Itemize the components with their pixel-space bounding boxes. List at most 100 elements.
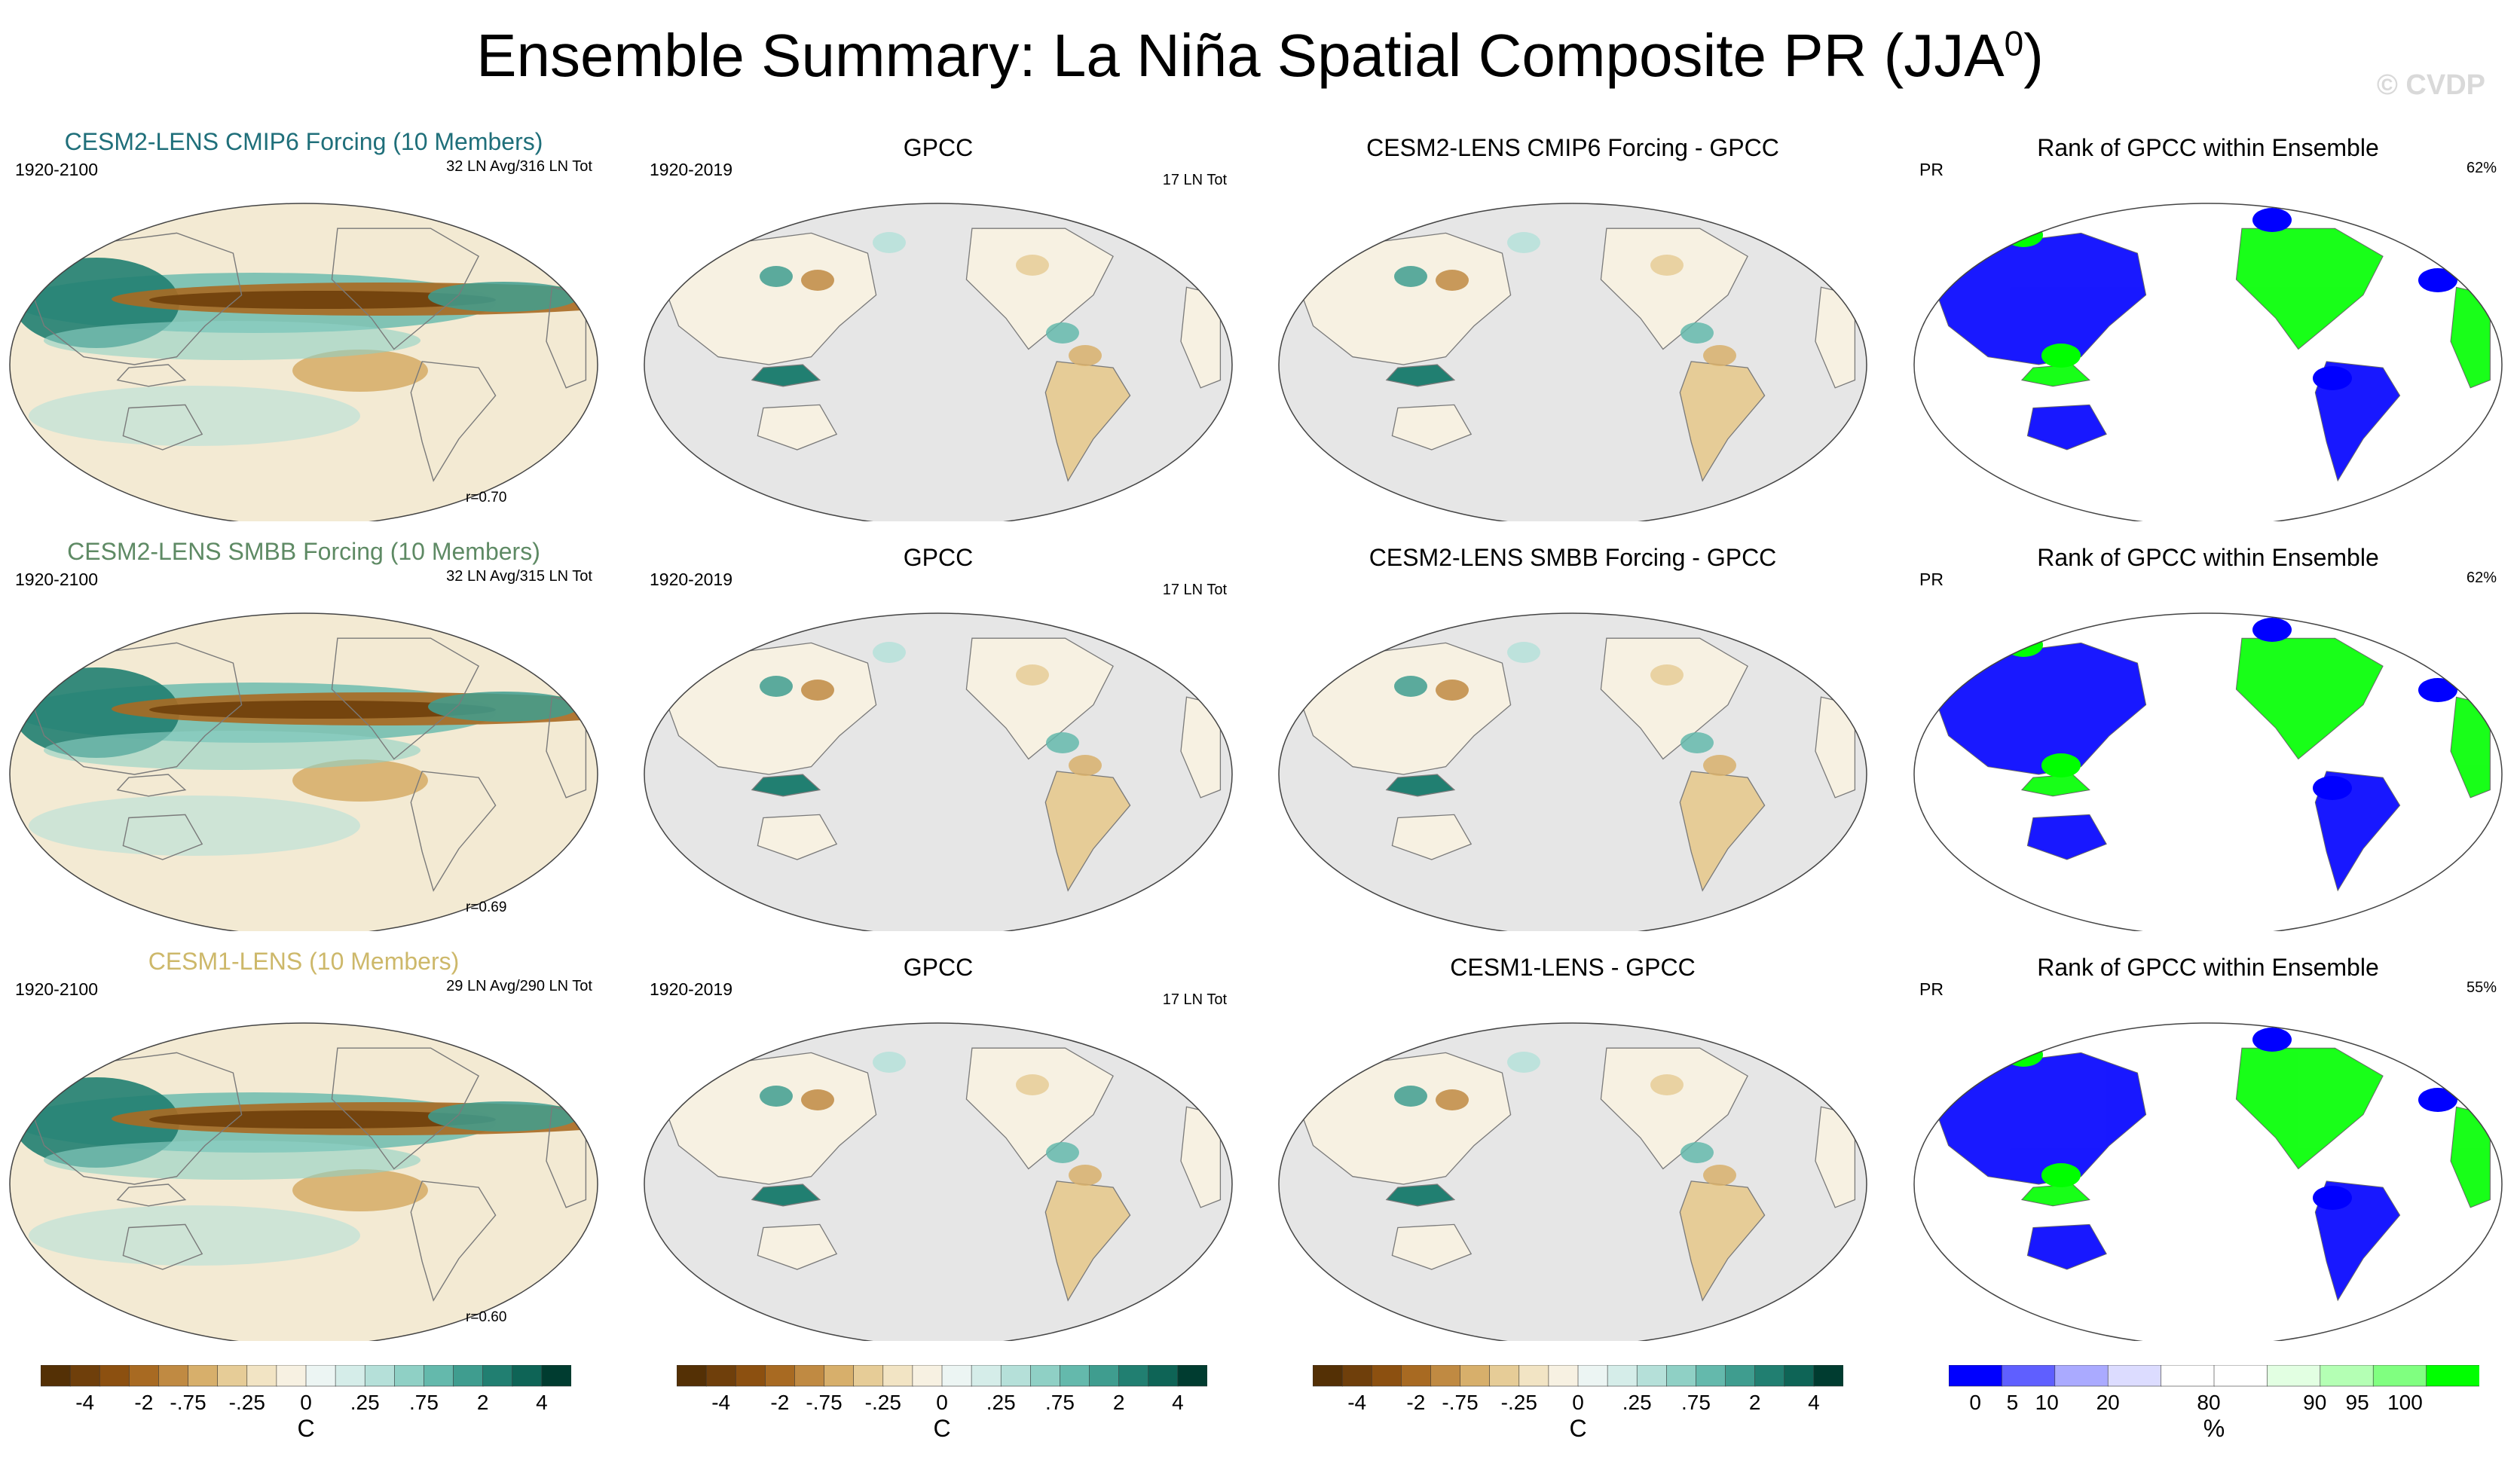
pattern-correlation: r=0.69 [466,899,507,915]
pr-anomaly-blob [1394,1086,1427,1107]
diff-panel-row-1: CESM2-LENS CMIP6 Forcing - GPCC [1275,130,1870,521]
pr-anomaly-blob [1703,345,1736,366]
pr-anomaly-band [428,692,579,722]
figure-title-close: ) [2023,22,2044,89]
pr-anomaly-blob [1394,676,1427,697]
panel-percent: 62% [2466,160,2497,176]
map-outline [644,1022,1233,1341]
colorbar-tick-label: -2 [770,1391,790,1414]
colorbar-swatch [1577,1364,1609,1387]
map-outline [9,612,598,931]
colorbar-pr-1: -4 -2 -.75 -.25 0 .25 .75 2 4 C [40,1364,572,1448]
colorbar-tick-label: 80 [2197,1391,2221,1414]
coastline [26,1052,243,1185]
rank-field [1931,232,2147,365]
rank-patch [2041,1163,2081,1187]
map-outline [644,612,1233,931]
colorbar-swatch [1754,1364,1785,1387]
map-outline [1913,203,2503,521]
rank-panel-row-3: Rank of GPCC within Ensemble PR 55% [1910,949,2506,1341]
pr-anomaly-blob [1436,1089,1469,1110]
coastline [116,774,187,797]
land-field [757,1223,838,1270]
rank-field [2235,1047,2384,1170]
rank-patch [2252,618,2292,642]
colorbar-rank: 0 5 10 20 80 90 95 100% [1948,1364,2480,1448]
land-field [1679,361,1766,482]
colorbar-tick-label: -.25 [864,1391,901,1414]
pr-anomaly-blob [1507,232,1540,253]
rank-patch [2041,344,2081,368]
figure-title: Ensemble Summary: La Niña Spatial Compos… [0,21,2520,90]
land-field [1044,771,1131,892]
rank-patch [2041,753,2081,777]
land-field [1044,1180,1131,1302]
rank-patch [2313,1186,2352,1210]
pr-anomaly-blob [1069,1165,1102,1186]
panel-years: 1920-2019 [650,570,732,589]
colorbar-unit: % [2203,1415,2225,1442]
colorbar-unit: C [1569,1415,1587,1442]
colorbar-rank-swatches [1948,1364,2480,1387]
rank-patch [2418,1088,2457,1112]
colorbar-swatch [129,1364,160,1387]
rank-field [1931,642,2147,775]
panel-title: GPCC [903,134,974,161]
colorbar-swatch [188,1364,219,1387]
colorbar-swatch [941,1364,973,1387]
colorbar-pr-3-swatches [1312,1364,1844,1387]
panel-title: CESM2-LENS SMBB Forcing (10 Members) [67,538,540,565]
colorbar-tick-label: 4 [1808,1391,1820,1414]
colorbar-swatch [541,1364,572,1387]
pr-anomaly-band [149,291,496,309]
colorbar-swatch [482,1364,513,1387]
colorbar-swatch [853,1364,884,1387]
colorbar-swatch [1060,1364,1090,1387]
pr-anomaly-band [428,282,579,312]
watermark: © CVDP [2376,69,2485,101]
colorbar-tick-label: 4 [1172,1391,1184,1414]
colorbar-swatch [1401,1364,1432,1387]
pr-anomaly-band [428,1101,579,1132]
obs-panel-row-2: GPCC 1920-2019 17 LN Tot [641,539,1236,931]
colorbar-tick-label: -.25 [228,1391,265,1414]
colorbar-tick-label: 100 [2387,1391,2423,1414]
colorbar-swatch [1784,1364,1815,1387]
land-field [661,642,877,775]
obs-panel-row-3: GPCC 1920-2019 17 LN Tot [641,949,1236,1341]
panel-event-count: 32 LN Avg/316 LN Tot [446,158,592,175]
colorbar-tick-label: .25 [986,1391,1016,1414]
colorbar-swatch [2213,1364,2268,1387]
coastline [331,637,480,760]
coastline [331,228,480,350]
colorbar-swatch [1177,1364,1208,1387]
colorbar-swatch [69,1364,101,1387]
model-panel-row-1: CESM2-LENS CMIP6 Forcing (10 Members) 192… [6,128,601,521]
panel-event-count: 32 LN Avg/315 LN Tot [446,568,592,585]
pr-anomaly-blob [1681,732,1714,753]
rank-patch [2418,678,2457,702]
pr-anomaly-blob [1507,642,1540,663]
rank-field [2314,361,2401,482]
land-field [1385,774,1456,797]
pr-anomaly-blob [873,1052,906,1073]
panel-years: 1920-2100 [15,570,98,589]
colorbar-tick-label: 2 [476,1391,489,1414]
pr-anomaly-blob [1650,1074,1684,1095]
colorbar-tick-label: -.25 [1500,1391,1537,1414]
panel-title: Rank of GPCC within Ensemble [2037,954,2379,981]
colorbar-swatch [2320,1364,2375,1387]
rank-field [2026,814,2107,860]
pr-anomaly-blob [1681,1142,1714,1163]
obs-map [644,1022,1233,1341]
panel-event-count: 17 LN Tot [1162,172,1227,188]
diff-panel-row-2: CESM2-LENS SMBB Forcing - GPCC [1275,539,1870,931]
pr-anomaly-blob [1681,322,1714,344]
colorbar-tick-label: -4 [711,1391,731,1414]
rank-map [1913,612,2503,931]
pr-anomaly-band [29,1205,360,1266]
rank-patch [2004,1043,2043,1067]
colorbar-tick-label: -2 [1406,1391,1426,1414]
map-outline [1278,1022,1867,1341]
pr-anomaly-blob [760,266,793,287]
